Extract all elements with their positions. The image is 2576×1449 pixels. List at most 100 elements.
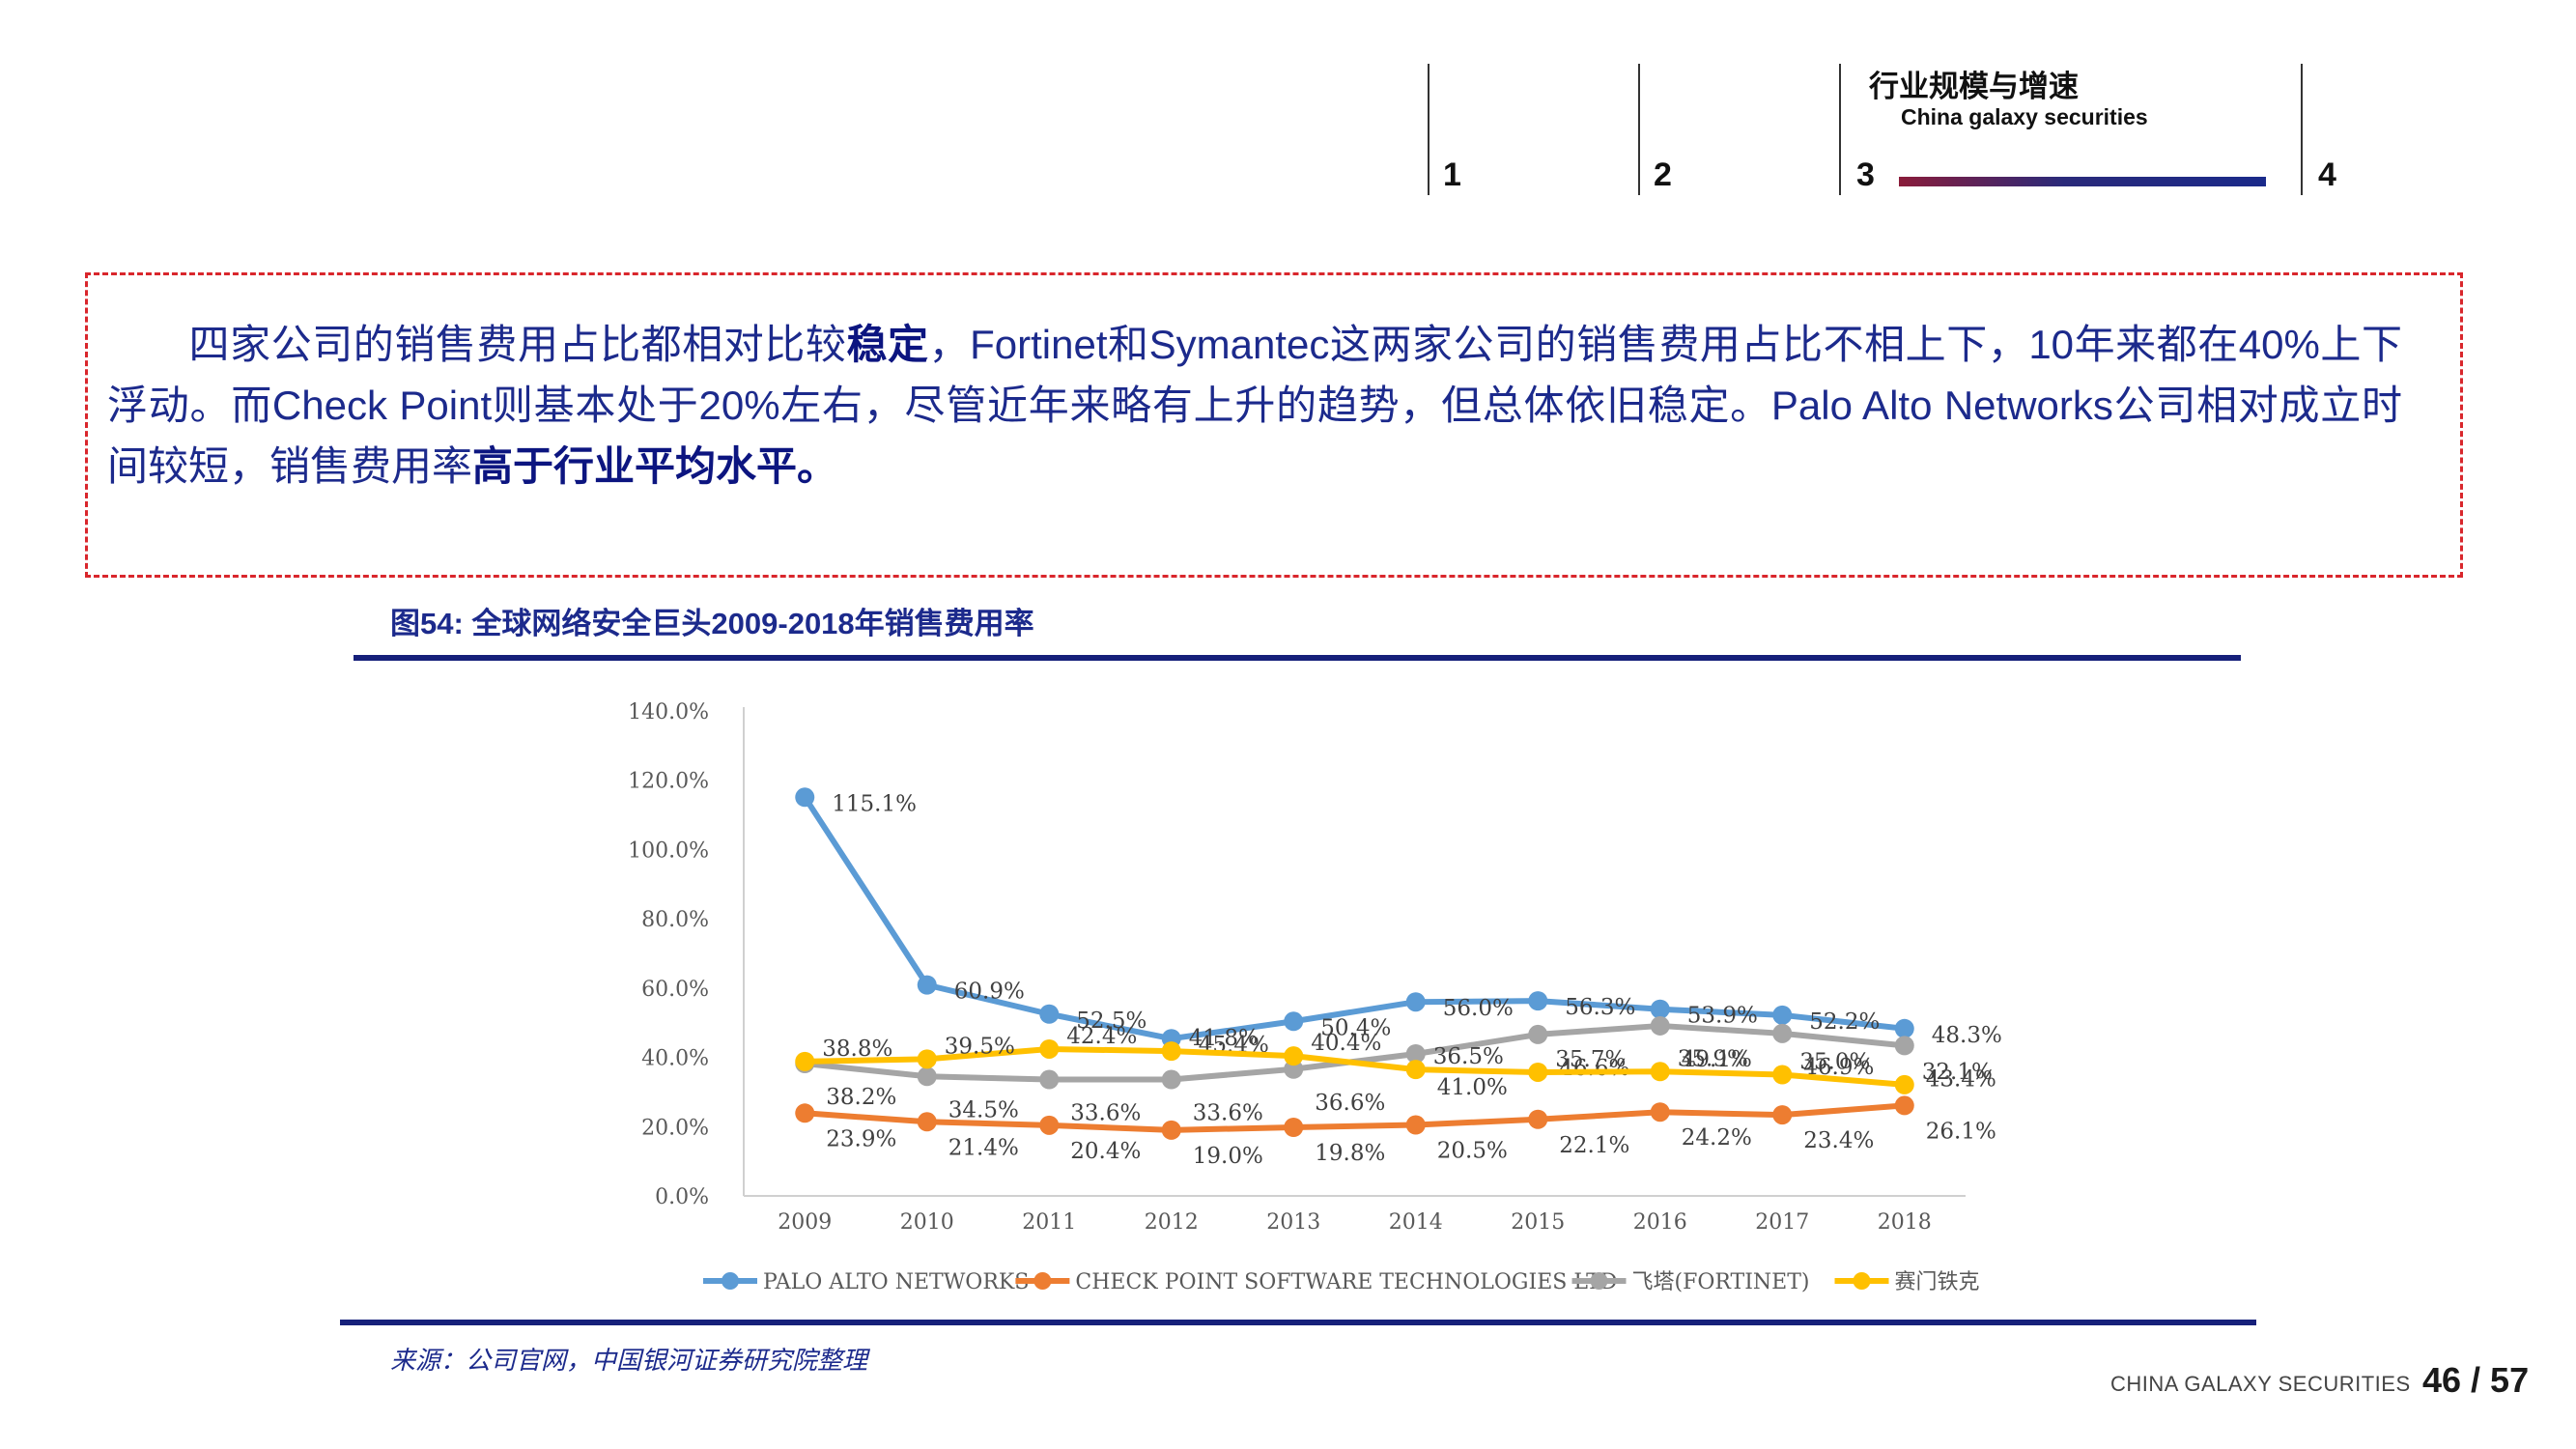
page-number: 46 / 57 — [2422, 1360, 2530, 1400]
nav-item-1[interactable]: 1 — [1443, 156, 1461, 193]
series-1-data-label: 52.5% — [1076, 1009, 1146, 1034]
series-1-data-label: 52.2% — [1809, 1009, 1880, 1035]
series-1-point — [1284, 1011, 1304, 1032]
series-3-data-label: 43.4% — [1926, 1066, 1996, 1092]
series-4-point — [795, 1051, 815, 1071]
summary-text: 四家公司的销售费用占比都相对比较稳定，Fortinet和Symantec这两家公… — [107, 314, 2402, 497]
series-1-point — [1650, 999, 1670, 1019]
series-1-data-label: 115.1% — [832, 791, 917, 816]
series-3-data-label: 49.1% — [1682, 1047, 1752, 1072]
series-3-data-label: 33.6% — [1193, 1101, 1263, 1126]
summary-bold-2: 高于行业平均水平。 — [472, 443, 838, 489]
series-4-line — [805, 1045, 1905, 1088]
summary-box: 四家公司的销售费用占比都相对比较稳定，Fortinet和Symantec这两家公… — [85, 272, 2463, 578]
series-2-data-label: 24.2% — [1682, 1125, 1752, 1151]
y-tick-label: 100.0% — [628, 838, 709, 863]
series-4-point — [917, 1049, 937, 1069]
nav-divider-2 — [1638, 64, 1640, 195]
nav-divider-1 — [1428, 64, 1430, 195]
source-note: 来源：公司官网，中国银河证券研究院整理 — [390, 1346, 868, 1375]
series-1-point — [1039, 1004, 1060, 1024]
x-tick-label: 2014 — [1389, 1210, 1443, 1235]
series-2-data-label: 19.0% — [1193, 1144, 1263, 1169]
series-1-point — [1894, 1018, 1914, 1038]
series-2-data-label: 23.9% — [826, 1126, 896, 1151]
y-tick-label: 20.0% — [641, 1116, 709, 1140]
series-4-data-label: 38.8% — [822, 1037, 892, 1062]
series-4-data-label: 41.8% — [1189, 1026, 1260, 1051]
series-3-point — [1772, 1023, 1793, 1043]
series-4-point — [1284, 1046, 1304, 1066]
series-4-data-label: 35.7% — [1555, 1047, 1626, 1072]
series-2-point — [795, 1103, 815, 1123]
series-1-data-label: 56.3% — [1565, 995, 1635, 1020]
series-3-point — [1039, 1069, 1060, 1090]
series-3-data-label: 41.0% — [1437, 1075, 1508, 1100]
nav-item-4[interactable]: 4 — [2318, 156, 2336, 193]
series-4-data-label: 35.9% — [1678, 1046, 1748, 1071]
x-tick-label: 2010 — [900, 1210, 954, 1235]
series-3-data-label: 38.2% — [826, 1085, 896, 1110]
series-2-point — [917, 1112, 937, 1132]
section-title: 行业规模与增速 — [1869, 70, 2079, 103]
series-3-data-label: 46.6% — [1559, 1056, 1629, 1081]
series-4-point — [1894, 1074, 1914, 1094]
x-tick-label: 2018 — [1878, 1210, 1932, 1235]
series-2-data-label: 21.4% — [948, 1135, 1019, 1160]
series-1-data-label: 48.3% — [1932, 1023, 2002, 1048]
series-3-data-label: 36.6% — [1315, 1091, 1385, 1116]
source-rule — [340, 1320, 2256, 1325]
series-4-data-label: 40.4% — [1311, 1031, 1381, 1056]
series-2-line — [805, 1102, 1905, 1133]
y-tick-label: 140.0% — [628, 700, 709, 724]
y-tick-label: 120.0% — [628, 770, 709, 794]
nav-divider-4 — [2301, 64, 2303, 195]
series-4-point — [1650, 1062, 1670, 1082]
series-2-point — [1528, 1109, 1548, 1129]
legend-entry: PALO ALTO NETWORKS — [763, 1270, 1029, 1294]
series-2-point — [1894, 1095, 1914, 1116]
legend-entry: 赛门铁克 — [1895, 1270, 1980, 1294]
legend-swatch-marker — [1853, 1272, 1871, 1290]
series-1-data-label: 56.0% — [1443, 996, 1514, 1021]
series-2-data-label: 26.1% — [1926, 1119, 1996, 1144]
series-4-data-label: 39.5% — [945, 1034, 1015, 1059]
series-1-data-label: 60.9% — [954, 980, 1025, 1005]
x-tick-label: 2012 — [1145, 1210, 1199, 1235]
series-4-data-label: 35.0% — [1799, 1050, 1870, 1075]
legend-entry: 飞塔(FORTINET) — [1632, 1270, 1810, 1294]
nav-item-2[interactable]: 2 — [1654, 156, 1672, 193]
series-2-point — [1650, 1102, 1670, 1122]
legend-swatch-marker — [1033, 1272, 1052, 1290]
figure-caption: 图54: 全球网络安全巨头2009-2018年销售费用率 — [390, 607, 1034, 640]
series-3-point — [1528, 1024, 1548, 1044]
series-2-data-label: 22.1% — [1559, 1133, 1629, 1158]
series-4-data-label: 32.1% — [1922, 1060, 1993, 1085]
series-1-line — [802, 795, 1906, 1042]
series-1-point — [795, 787, 815, 808]
x-tick-label: 2011 — [1022, 1210, 1076, 1235]
nav-divider-3 — [1839, 64, 1841, 195]
active-section-indicator — [1899, 177, 2266, 186]
series-4-data-label: 36.5% — [1433, 1044, 1504, 1069]
series-3-point — [1894, 1036, 1914, 1056]
series-3-data-label: 33.6% — [1070, 1101, 1141, 1126]
series-2-data-label: 20.4% — [1070, 1139, 1141, 1164]
x-tick-label: 2016 — [1633, 1210, 1687, 1235]
series-4-point — [1161, 1041, 1181, 1062]
y-tick-label: 0.0% — [655, 1185, 709, 1209]
series-2-data-label: 19.8% — [1315, 1141, 1385, 1166]
series-3-point — [917, 1066, 937, 1087]
series-1-data-label: 50.4% — [1320, 1015, 1391, 1040]
series-3-point — [1405, 1043, 1426, 1064]
series-2-point — [1284, 1118, 1304, 1138]
series-2-point — [1405, 1115, 1426, 1135]
x-tick-label: 2017 — [1755, 1210, 1809, 1235]
x-tick-label: 2009 — [778, 1210, 832, 1235]
series-1-point — [1405, 992, 1426, 1012]
series-3-data-label: 34.5% — [948, 1097, 1019, 1122]
nav-item-3[interactable]: 3 — [1856, 156, 1875, 193]
x-tick-label: 2015 — [1511, 1210, 1565, 1235]
legend-swatch-marker — [1590, 1272, 1608, 1290]
